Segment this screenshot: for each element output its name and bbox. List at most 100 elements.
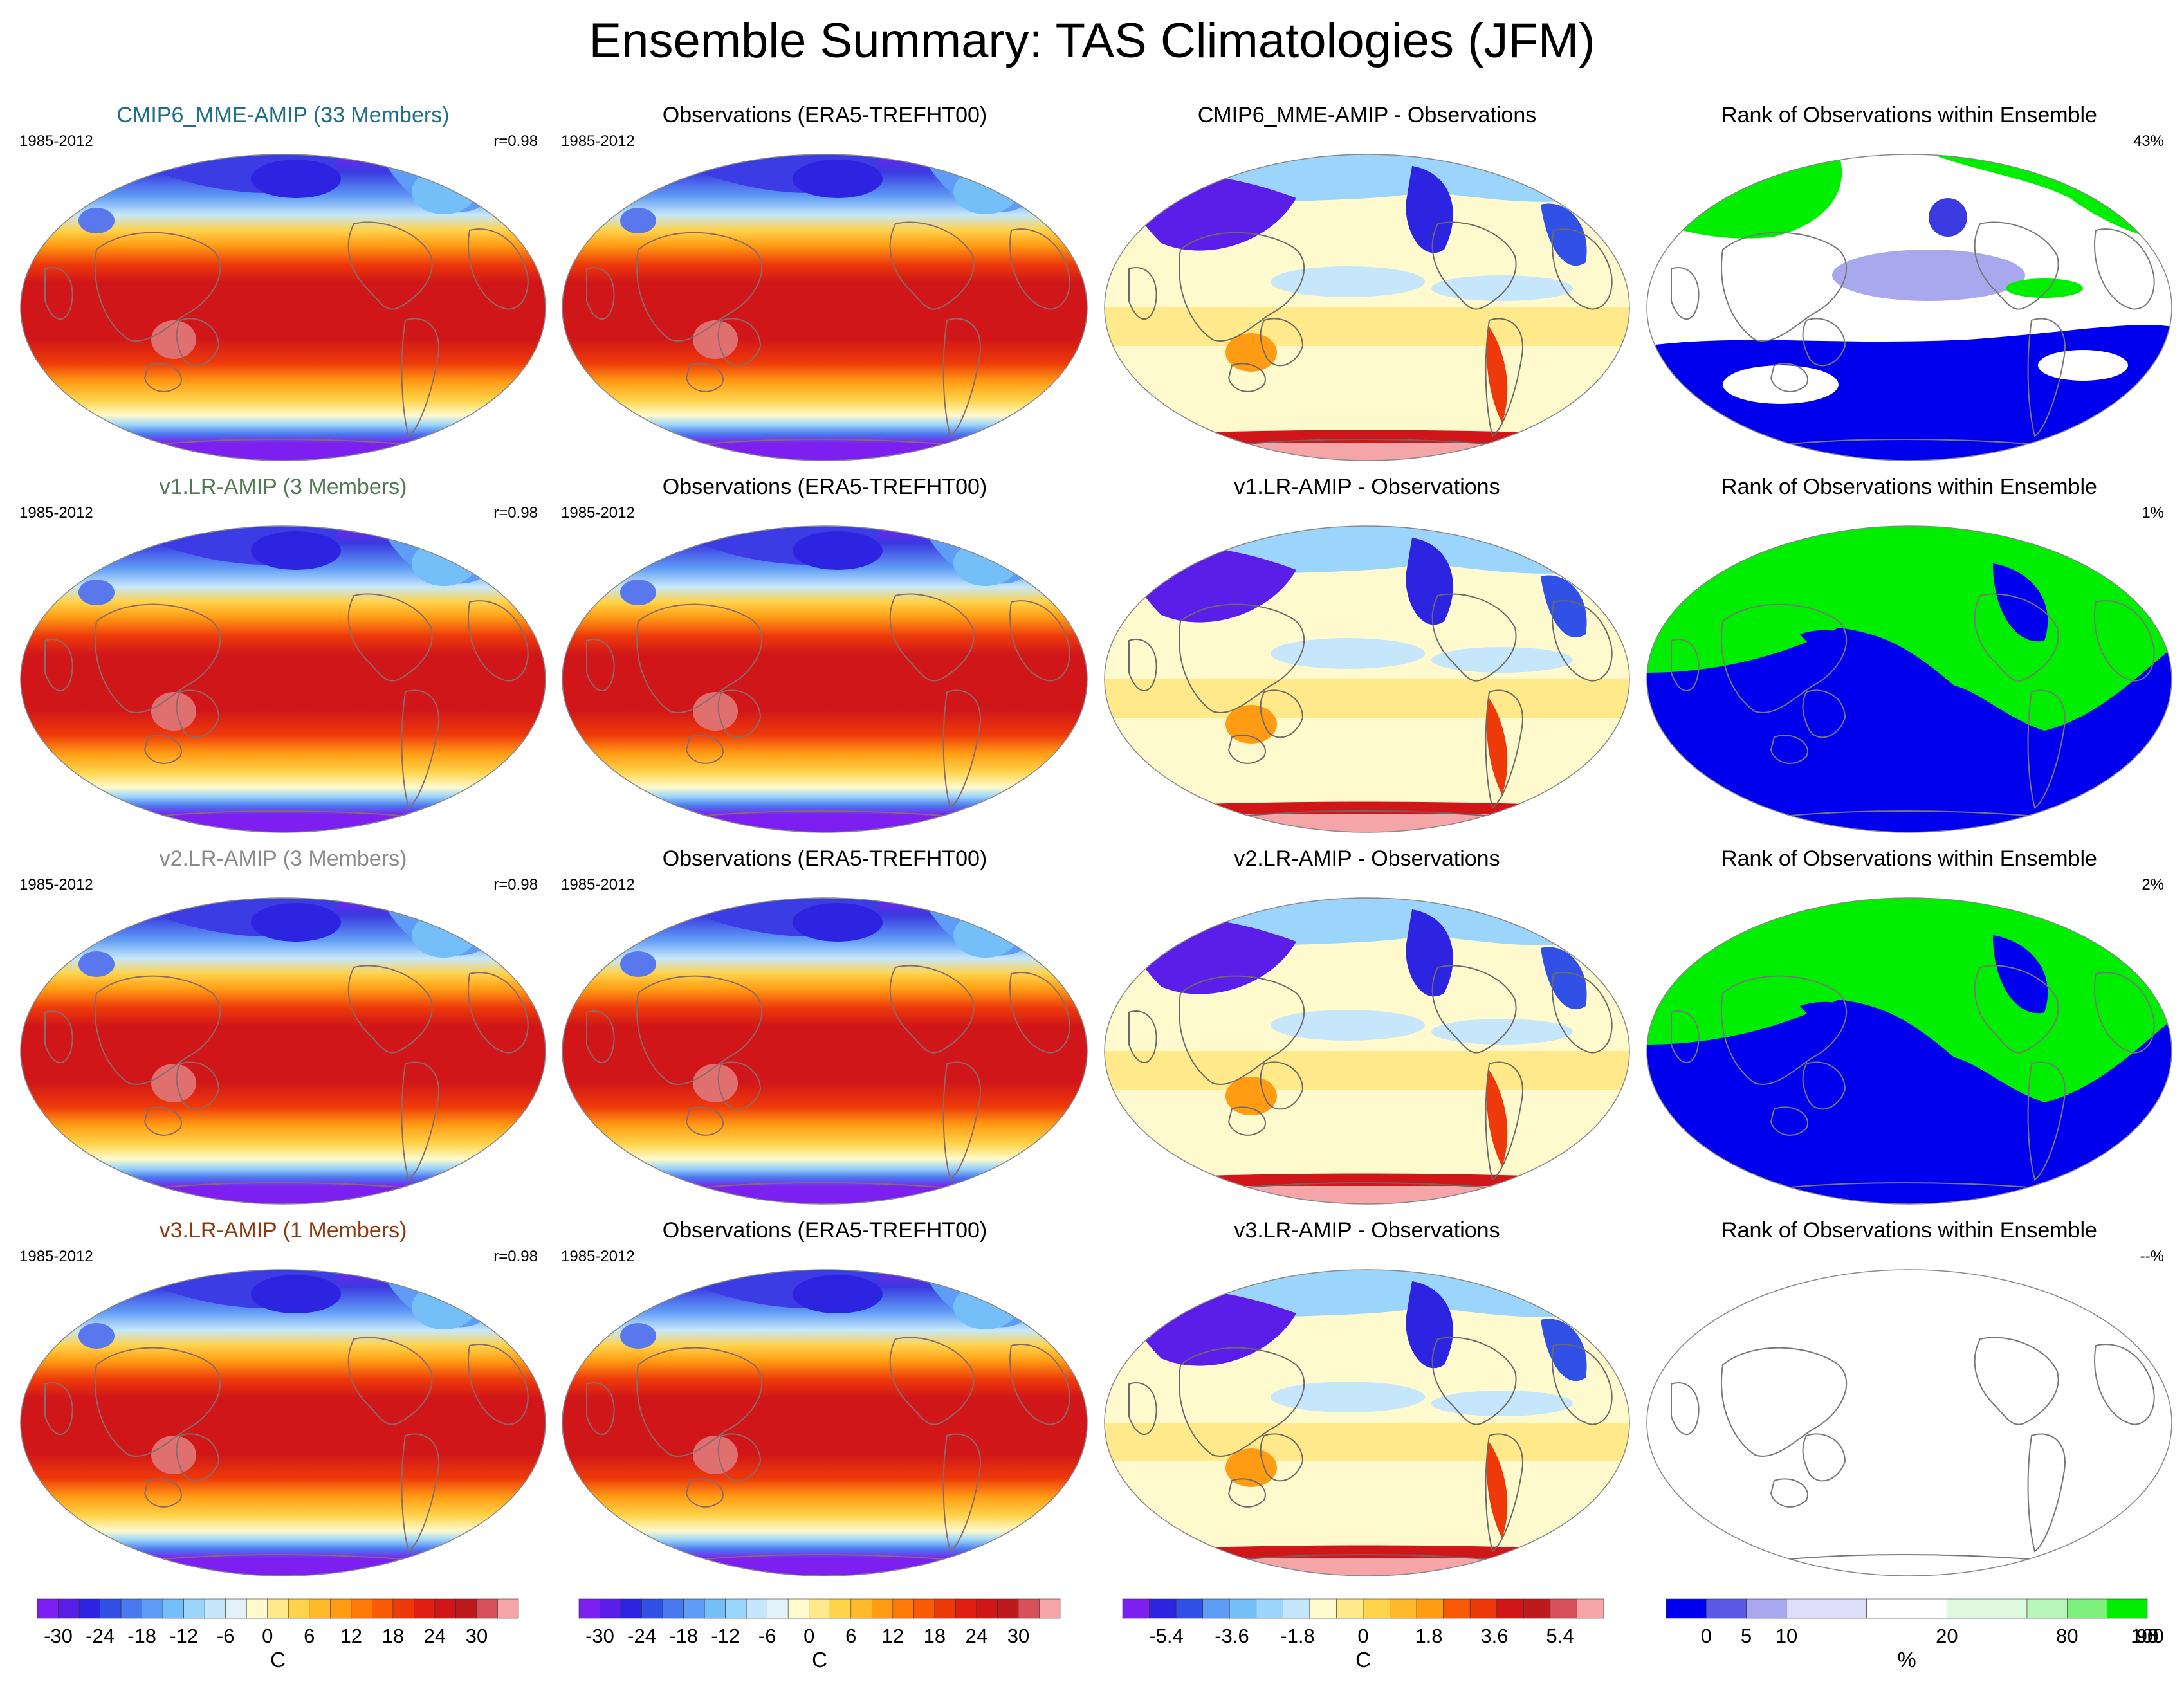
colorbar-tick-label: -30 [585,1625,614,1647]
diff-panel-row-1: CMIP6_MME-AMIP - Observations [1097,103,1637,463]
colorbar-swatch [1866,1598,1947,1619]
colorbar-swatch [892,1598,914,1619]
rank-map-container [1646,897,2173,1209]
rank-panel-title: Rank of Observations within Ensemble [1721,846,2097,871]
rank-panel-title: Rank of Observations within Ensemble [1721,1218,2097,1243]
rank-map [1646,525,2172,833]
colorbar-swatches [1666,1598,2148,1619]
colorbar-tick-label: 1.8 [1415,1625,1443,1647]
diff-panel-row-4: v3.LR-AMIP - Observations [1097,1218,1637,1578]
model-panel-title: v3.LR-AMIP (1 Members) [159,1218,407,1243]
obs-map-container [561,153,1088,465]
colorbar-swatch [934,1598,956,1619]
colorbar-tick-label: 5.4 [1546,1625,1574,1647]
colorbar-swatch [809,1598,830,1619]
period-label: 1985-2012 [19,504,93,522]
rank-percent-label: 43% [2133,132,2164,150]
colorbar-swatch [1202,1598,1230,1619]
colorbar-tick-label: 30 [1007,1625,1030,1647]
colorbar-tick-label: 0 [1357,1625,1369,1647]
colorbar-tick-label: -24 [627,1625,656,1647]
colorbar-swatch [787,1598,810,1619]
obs-panel-title: Observations (ERA5-TREFHT00) [662,1218,987,1243]
rank-map [1646,154,2172,461]
colorbar-swatch [683,1598,705,1619]
colorbar-swatch [2107,1598,2148,1619]
colorbar-unit-label: C [270,1648,286,1672]
colorbar-tick-label: 5 [1741,1625,1752,1647]
colorbar-unit-label: C [1355,1648,1371,1672]
colorbar-swatches [1122,1598,1604,1619]
colorbar-4: 0 5 10 20 80 90 95 100% [1666,1598,2164,1672]
colorbar-swatch [1039,1598,1061,1619]
colorbar-swatch [1523,1598,1551,1619]
correlation-label: r=0.98 [493,132,538,150]
colorbar-3: -5.4 -3.6 -1.8 0 1.8 3.6 5.4 C [1122,1598,1611,1672]
colorbar-swatch [1390,1598,1417,1619]
diff-panel-title: v2.LR-AMIP - Observations [1234,846,1500,871]
rank-panel-title: Rank of Observations within Ensemble [1721,475,2097,499]
colorbar-swatch [330,1598,352,1619]
colorbar-swatch [1469,1598,1498,1619]
colorbar-swatch [392,1598,414,1619]
colorbar-swatch [497,1598,519,1619]
colorbar-tick-label: 95 [2136,1625,2159,1647]
rank-percent-label: 2% [2142,876,2164,893]
diff-map-container [1103,1268,1631,1580]
model-panel-title: v2.LR-AMIP (3 Members) [159,846,407,871]
colorbar-swatch [78,1598,100,1619]
colorbar-swatch [704,1598,726,1619]
colorbar-swatch [246,1598,268,1619]
colorbar-swatch [1175,1598,1203,1619]
colorbar-swatch [120,1598,142,1619]
colorbar-swatch [1443,1598,1471,1619]
colorbar-swatch [1706,1598,1747,1619]
diff-panel-title: v1.LR-AMIP - Observations [1234,475,1500,499]
colorbar-swatch [641,1598,663,1619]
colorbar-swatch [1947,1598,2028,1619]
colorbar-swatch [1416,1598,1444,1619]
colorbar-swatch [2067,1598,2107,1619]
colorbar-swatch [142,1598,163,1619]
colorbar-tick-label: 6 [304,1625,315,1647]
colorbar-tick-label: -5.4 [1149,1625,1184,1647]
colorbar-tick-label: 100 [2131,1625,2164,1647]
colorbar-tick-label: 12 [340,1625,363,1647]
colorbar-swatch [600,1598,621,1619]
correlation-label: r=0.98 [493,1248,538,1265]
colorbar-swatch [1363,1598,1390,1619]
model-map-container [19,897,547,1209]
colorbar-swatch [872,1598,894,1619]
colorbar-tick-label: -24 [86,1625,115,1647]
model-panel-row-1: CMIP6_MME-AMIP (33 Members) 1985-2012 r=0.… [13,103,553,463]
obs-map-container [561,897,1088,1209]
colorbar-swatch [1256,1598,1283,1619]
colorbar-swatch [767,1598,789,1619]
rank-map-container [1646,1268,2173,1580]
rank-panel-row-3: Rank of Observations within Ensemble 2% [1639,846,2179,1207]
period-label: 1985-2012 [19,876,93,893]
colorbar-swatch [183,1598,205,1619]
colorbar-swatch [351,1598,372,1619]
diff-map [1104,1269,1630,1576]
colorbar-swatch [1018,1598,1040,1619]
diff-panel-row-2: v1.LR-AMIP - Observations [1097,475,1637,835]
colorbar-tick-label: 18 [923,1625,946,1647]
colorbar-tick-label: -18 [127,1625,156,1647]
diff-map [1104,154,1630,461]
colorbar-tick-label: 18 [381,1625,405,1647]
colorbar-swatch [225,1598,247,1619]
colorbar-swatch [1149,1598,1177,1619]
obs-panel-row-4: Observations (ERA5-TREFHT00) 1985-2012 [555,1218,1095,1578]
obs-panel-title: Observations (ERA5-TREFHT00) [662,846,987,871]
colorbar-swatch [37,1598,59,1619]
obs-map-container [561,525,1088,837]
model-panel-title: CMIP6_MME-AMIP (33 Members) [116,103,450,127]
colorbar-tick-label: -3.6 [1215,1625,1249,1647]
colorbar-swatch [58,1598,80,1619]
model-map [20,525,546,833]
colorbar-swatch [1122,1598,1150,1619]
colorbar-swatch [997,1598,1019,1619]
colorbar-tick-label: 20 [1936,1625,1958,1647]
diff-map-container [1103,153,1631,465]
